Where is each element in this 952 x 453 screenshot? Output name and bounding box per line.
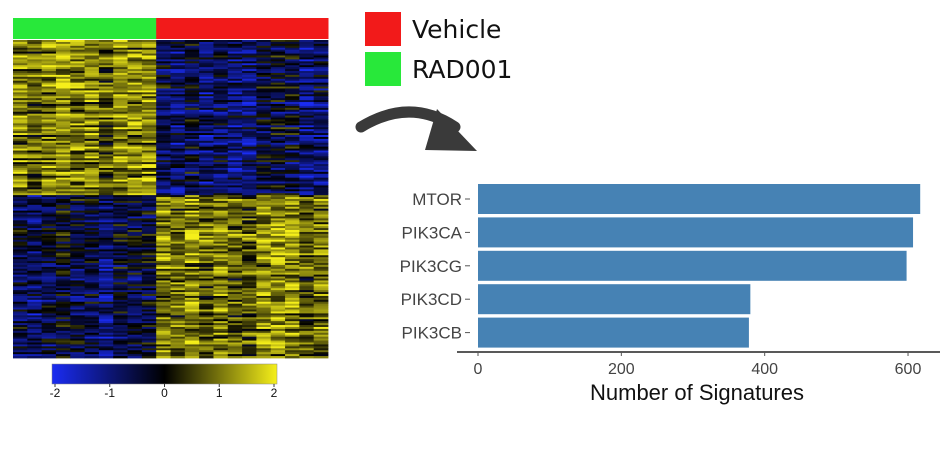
bar-pik3cg [478, 250, 907, 281]
colorbar-tick-label: 1 [215, 386, 223, 400]
curved-arrow-icon [355, 106, 477, 151]
y-tick-label: PIK3CB [402, 324, 462, 343]
legend-label-rad001: RAD001 [412, 55, 513, 84]
heatmap [13, 18, 329, 387]
x-tick-label: 400 [751, 361, 778, 378]
bar-mtor [478, 184, 921, 214]
group-bar-rad001 [13, 18, 157, 39]
colorbar-tick-label: -1 [104, 386, 116, 400]
x-axis-label: Number of Signatures [590, 380, 804, 405]
legend-swatch-rad001 [365, 52, 401, 86]
bar-pik3cd [478, 284, 751, 315]
y-tick-label: PIK3CA [402, 223, 463, 242]
legend-swatch-vehicle [365, 12, 401, 46]
x-tick-label: 600 [895, 361, 922, 378]
colorbar-tick-label: 2 [270, 386, 278, 400]
legend-label-vehicle: Vehicle [412, 15, 502, 44]
x-tick-label: 200 [608, 361, 635, 378]
y-tick-label: PIK3CD [401, 290, 462, 309]
heatmap-cells [13, 40, 329, 359]
bar-pik3cb [478, 317, 749, 348]
colorbar-tick-label: 0 [161, 386, 168, 400]
y-tick-label: MTOR [412, 190, 462, 209]
y-tick-label: PIK3CG [400, 257, 462, 276]
colorbar-tick-label: -2 [49, 386, 61, 400]
bar-pik3ca [478, 217, 914, 248]
group-bar-vehicle [156, 18, 329, 39]
x-tick-label: 0 [474, 361, 483, 378]
